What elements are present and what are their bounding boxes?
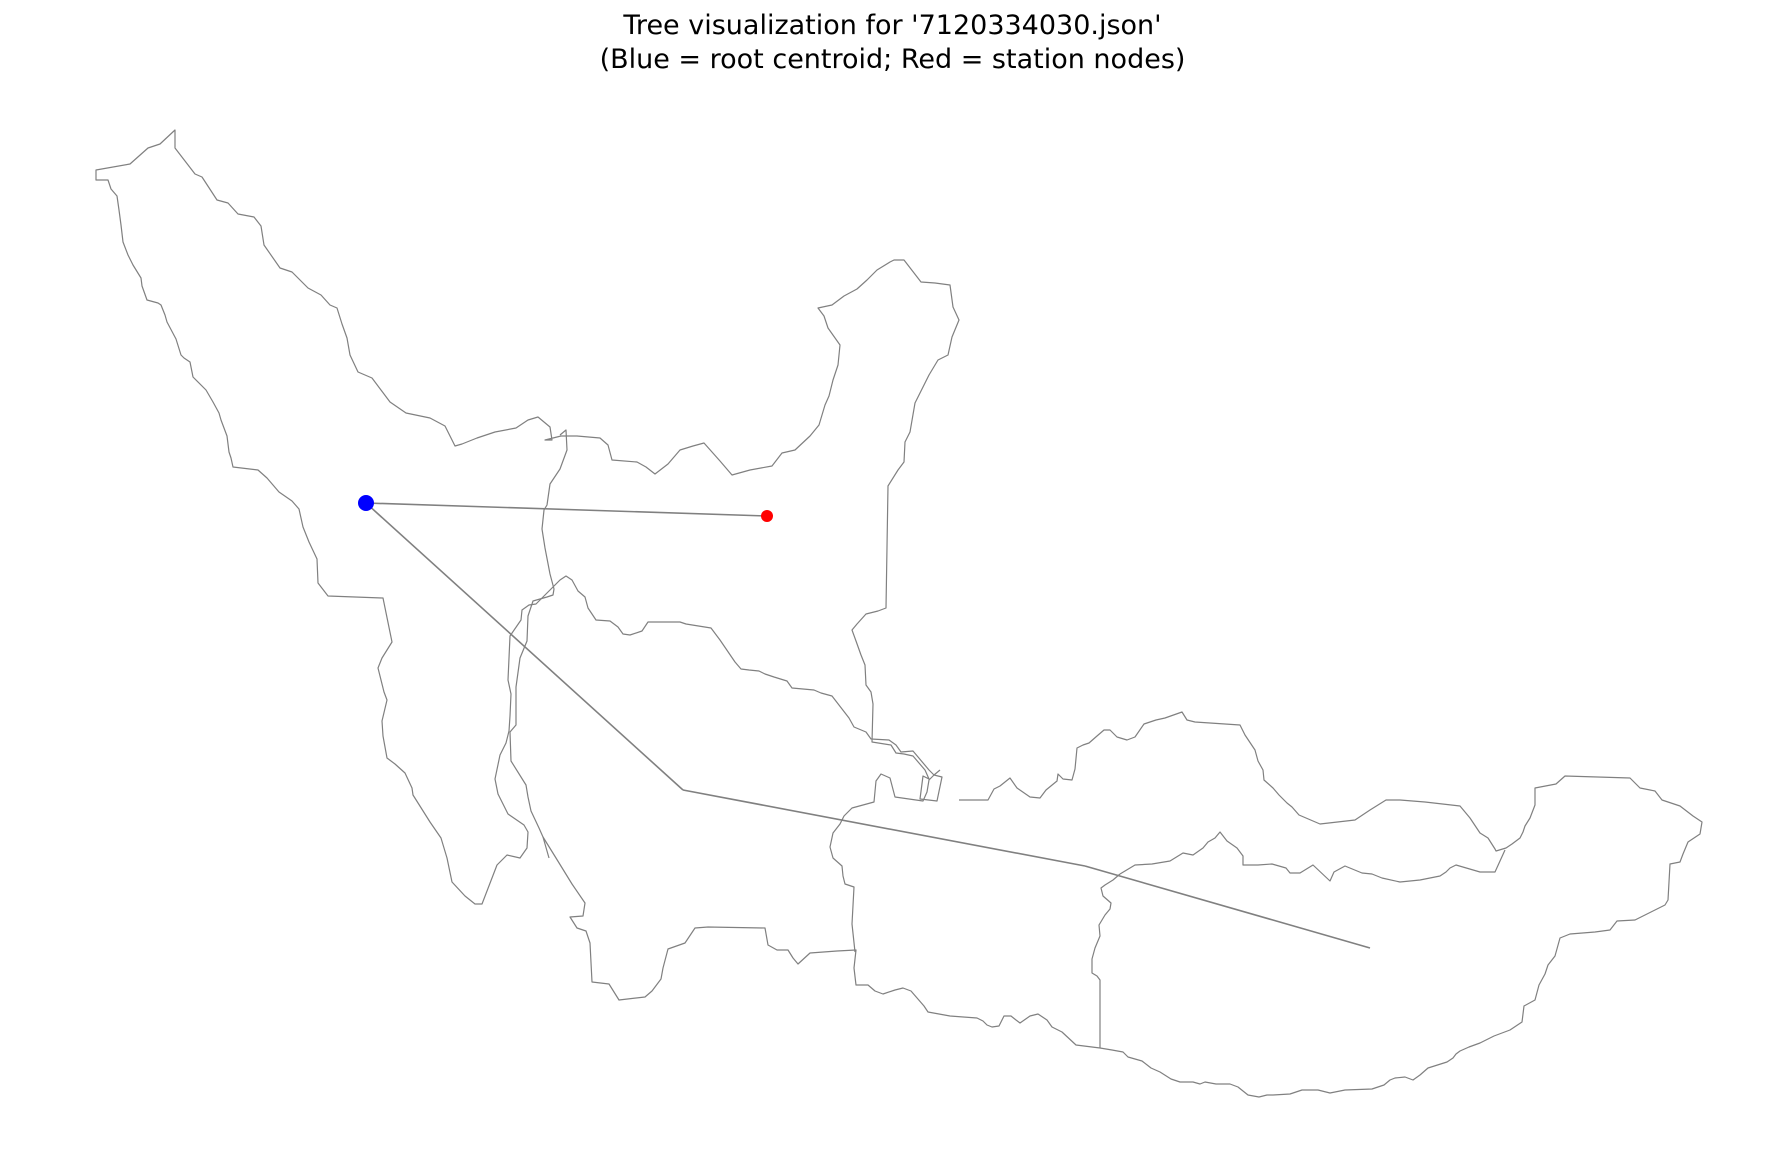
root-centroid-node	[358, 495, 374, 511]
subbasin-divide-central	[829, 769, 941, 953]
station-node	[761, 510, 773, 522]
tree-edge-east-to-terminal	[1084, 865, 1371, 949]
subbasin-boundaries	[95, 129, 1703, 1098]
tree-edge-root-to-station	[365, 502, 768, 517]
tree-nodes	[358, 495, 773, 522]
subbasin-divide-east-inner	[1119, 831, 1506, 883]
tree-edge-root-to-junction	[365, 502, 684, 791]
subbasin-boundary-northwest	[95, 129, 960, 905]
figure-title: Tree visualization for '7120334030.json'	[623, 10, 1162, 41]
figure-subtitle: (Blue = root centroid; Red = station nod…	[599, 44, 1186, 75]
subbasin-divide-east	[1091, 873, 1121, 1048]
tree-edges	[365, 502, 1371, 949]
subbasin-divide-mid	[542, 836, 1101, 1049]
subbasin-boundary-eastcentral	[959, 711, 1703, 1098]
tree-edge-junction-to-east	[682, 789, 1086, 867]
subbasin-divide-west	[509, 429, 568, 859]
